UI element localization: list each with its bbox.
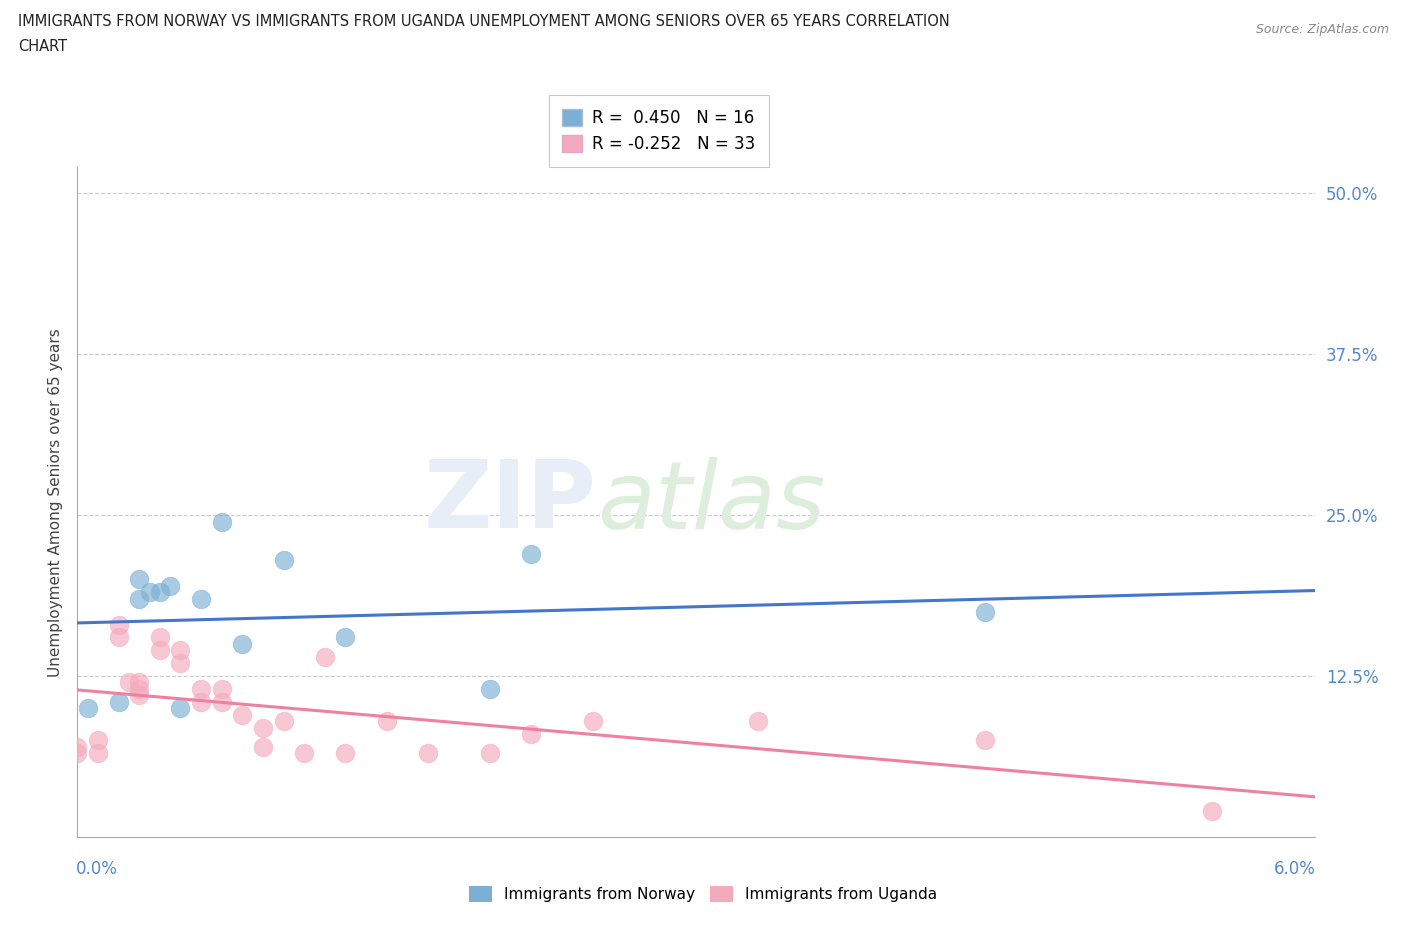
Point bbox=[149, 585, 172, 600]
Point bbox=[190, 695, 212, 710]
Point bbox=[66, 746, 89, 761]
Point bbox=[128, 688, 150, 703]
Point bbox=[273, 552, 295, 567]
Point bbox=[335, 630, 357, 644]
Point bbox=[107, 618, 129, 632]
Point bbox=[169, 656, 191, 671]
Point bbox=[747, 713, 769, 728]
Point bbox=[149, 643, 172, 658]
Point bbox=[973, 604, 995, 619]
Point bbox=[128, 591, 150, 606]
Legend: Immigrants from Norway, Immigrants from Uganda: Immigrants from Norway, Immigrants from … bbox=[463, 880, 943, 909]
Point bbox=[107, 695, 129, 710]
Point bbox=[159, 578, 181, 593]
Point bbox=[973, 733, 995, 748]
Point bbox=[211, 695, 233, 710]
Point bbox=[76, 701, 98, 716]
Point bbox=[87, 746, 110, 761]
Point bbox=[582, 713, 605, 728]
Point bbox=[252, 720, 274, 735]
Point bbox=[478, 746, 501, 761]
Y-axis label: Unemployment Among Seniors over 65 years: Unemployment Among Seniors over 65 years bbox=[48, 328, 63, 677]
Point bbox=[118, 675, 141, 690]
Text: 0.0%: 0.0% bbox=[76, 860, 118, 879]
Point bbox=[149, 630, 172, 644]
Point bbox=[520, 726, 543, 741]
Point bbox=[314, 649, 336, 664]
Text: CHART: CHART bbox=[18, 39, 67, 54]
Point bbox=[190, 682, 212, 697]
Point bbox=[292, 746, 315, 761]
Point bbox=[1201, 804, 1223, 818]
Point bbox=[416, 746, 439, 761]
Point bbox=[211, 682, 233, 697]
Point bbox=[169, 701, 191, 716]
Text: ZIP: ZIP bbox=[425, 457, 598, 548]
Point bbox=[335, 746, 357, 761]
Point bbox=[375, 713, 398, 728]
Point bbox=[107, 630, 129, 644]
Point bbox=[273, 713, 295, 728]
Legend: R =  0.450   N = 16, R = -0.252   N = 33: R = 0.450 N = 16, R = -0.252 N = 33 bbox=[548, 96, 769, 166]
Text: IMMIGRANTS FROM NORWAY VS IMMIGRANTS FROM UGANDA UNEMPLOYMENT AMONG SENIORS OVER: IMMIGRANTS FROM NORWAY VS IMMIGRANTS FRO… bbox=[18, 14, 950, 29]
Point bbox=[169, 643, 191, 658]
Point bbox=[231, 707, 253, 722]
Point bbox=[66, 739, 89, 754]
Text: 6.0%: 6.0% bbox=[1274, 860, 1316, 879]
Point bbox=[128, 682, 150, 697]
Point bbox=[87, 733, 110, 748]
Point bbox=[138, 585, 160, 600]
Point bbox=[231, 636, 253, 651]
Text: Source: ZipAtlas.com: Source: ZipAtlas.com bbox=[1256, 23, 1389, 36]
Point bbox=[128, 572, 150, 587]
Point bbox=[190, 591, 212, 606]
Point bbox=[520, 546, 543, 561]
Point bbox=[478, 682, 501, 697]
Text: atlas: atlas bbox=[598, 457, 825, 548]
Point bbox=[211, 514, 233, 529]
Point bbox=[128, 675, 150, 690]
Point bbox=[252, 739, 274, 754]
